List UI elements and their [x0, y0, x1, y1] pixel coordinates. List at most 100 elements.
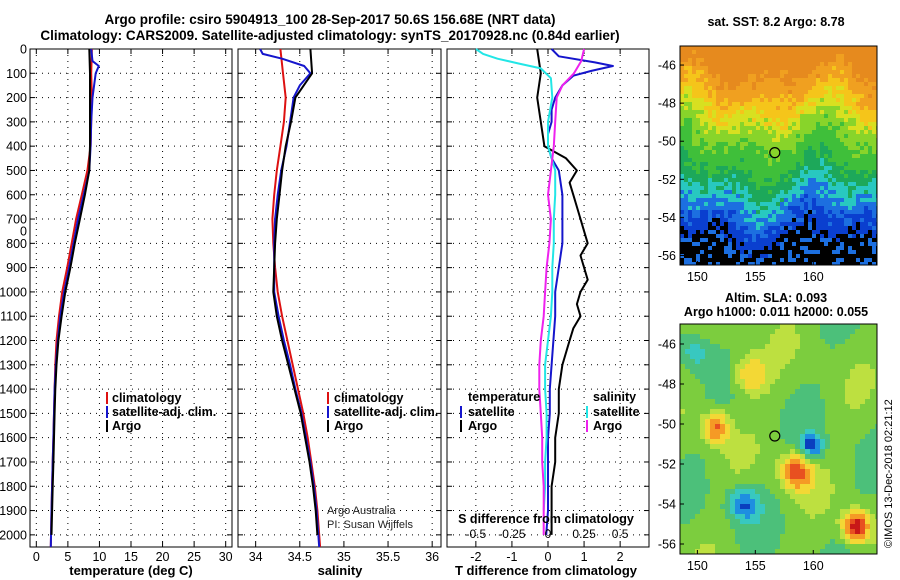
map-cell	[712, 258, 717, 263]
map-cell	[708, 246, 713, 251]
map-cell	[824, 198, 829, 203]
map-cell	[680, 242, 685, 247]
map-cell	[720, 146, 725, 151]
map-cell	[820, 122, 825, 127]
map-cell	[775, 364, 781, 370]
map-cell	[812, 82, 817, 87]
map-cell	[865, 549, 871, 554]
map-cell	[845, 539, 851, 545]
map-cell	[696, 238, 701, 243]
map-cell	[720, 484, 726, 490]
map-cell	[820, 529, 826, 535]
map-cell	[728, 210, 733, 215]
map-cell	[715, 379, 721, 385]
map-cell	[780, 206, 785, 211]
map-cell	[768, 110, 773, 115]
map-cell	[875, 384, 877, 390]
map-cell	[695, 404, 701, 410]
map-cell	[820, 86, 825, 91]
map-cell	[820, 186, 825, 191]
depth-tick-label: 900	[6, 261, 27, 275]
map-cell	[735, 484, 741, 490]
map-cell	[770, 439, 776, 445]
map-cell	[825, 369, 831, 375]
map-cell	[804, 58, 809, 63]
map-cell	[832, 210, 837, 215]
map-cell	[765, 454, 771, 460]
map-cell	[828, 186, 833, 191]
map-cell	[792, 182, 797, 187]
map-cell	[784, 50, 789, 55]
map-cell	[680, 334, 686, 340]
map-cell	[688, 74, 693, 79]
map-cell	[812, 66, 817, 71]
map-cell	[716, 218, 721, 223]
map-cell	[700, 399, 706, 405]
map-cell	[840, 262, 845, 265]
map-cell	[760, 394, 766, 400]
map-cell	[724, 222, 729, 227]
map-cell	[865, 419, 871, 425]
map-cell	[772, 138, 777, 143]
map-cell	[735, 509, 741, 515]
map-cell	[692, 166, 697, 171]
map-cell	[792, 78, 797, 83]
map-cell	[775, 329, 781, 335]
map-cell	[805, 399, 811, 405]
map-cell	[864, 74, 869, 79]
map-cell	[835, 384, 841, 390]
map-cell	[840, 459, 846, 465]
map-cell	[792, 54, 797, 59]
map-cell	[852, 246, 857, 251]
map-cell	[808, 126, 813, 131]
map-cell	[680, 250, 685, 255]
map-cell	[776, 234, 781, 239]
map-cell	[835, 344, 841, 350]
map-cell	[690, 324, 696, 330]
map-cell	[800, 154, 805, 159]
map-cell	[852, 138, 857, 143]
map-cell	[780, 258, 785, 263]
map-cell	[690, 489, 696, 495]
map-cell	[736, 154, 741, 159]
map-y-tick-label: -48	[658, 97, 676, 111]
map-cell	[796, 218, 801, 223]
map-cell	[704, 62, 709, 67]
map-cell	[792, 170, 797, 175]
map-cell	[812, 218, 817, 223]
map-cell	[705, 374, 711, 380]
map-cell	[872, 210, 877, 215]
map-cell	[756, 166, 761, 171]
map-cell	[804, 114, 809, 119]
map-cell	[780, 138, 785, 143]
map-cell	[872, 230, 877, 235]
map-cell	[824, 242, 829, 247]
map-cell	[692, 134, 697, 139]
map-cell	[705, 454, 711, 460]
map-cell	[812, 198, 817, 203]
map-cell	[725, 424, 731, 430]
map-cell	[735, 539, 741, 545]
map-cell	[820, 234, 825, 239]
map-cell	[700, 359, 706, 365]
map-cell	[805, 334, 811, 340]
map-y-tick-label: -48	[658, 378, 676, 392]
map-cell	[745, 529, 751, 535]
map-cell	[688, 94, 693, 99]
map-cell	[705, 529, 711, 535]
map-cell	[736, 206, 741, 211]
map-cell	[716, 102, 721, 107]
map-cell	[715, 329, 721, 335]
map-cell	[864, 190, 869, 195]
map-cell	[864, 182, 869, 187]
map-cell	[856, 166, 861, 171]
map-cell	[684, 234, 689, 239]
map-cell	[840, 54, 845, 59]
map-cell	[764, 174, 769, 179]
map-cell	[832, 262, 837, 265]
map-cell	[696, 206, 701, 211]
map-cell	[720, 206, 725, 211]
map-cell	[756, 186, 761, 191]
map-cell	[756, 198, 761, 203]
map-cell	[724, 106, 729, 111]
